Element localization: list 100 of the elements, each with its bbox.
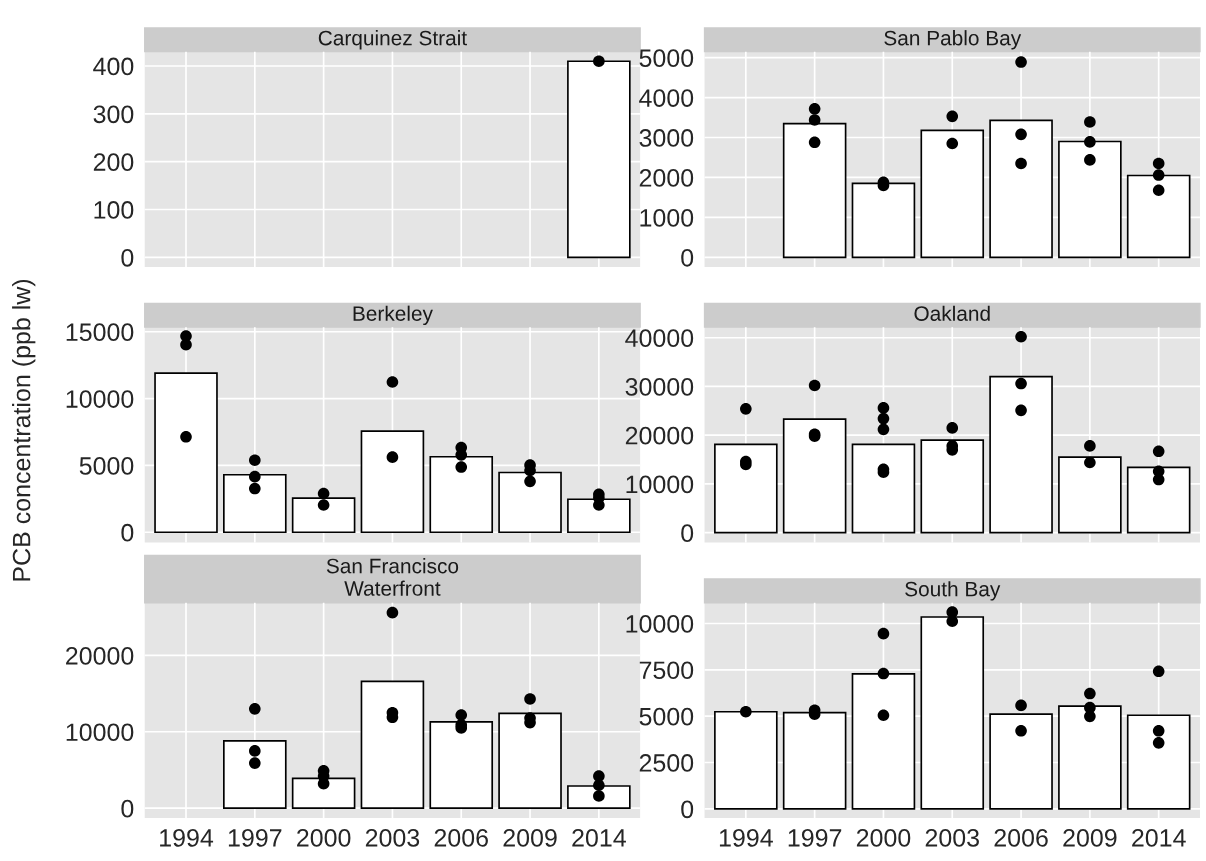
point (877, 412, 890, 425)
point (946, 110, 959, 123)
y-tick-label: 0 (681, 800, 694, 819)
y-tick-label: 4000 (639, 89, 694, 107)
y-tick-label: 20000 (66, 647, 134, 665)
point (808, 136, 821, 149)
point (455, 709, 468, 721)
y-tick-label: 7500 (639, 661, 694, 680)
point (740, 403, 752, 415)
point (1152, 157, 1165, 170)
y-tick-label: 100 (94, 201, 134, 219)
y-tick-label: 300 (93, 105, 134, 124)
point (1015, 330, 1027, 343)
x-tick-label: 2009 (503, 829, 557, 847)
point (1152, 445, 1165, 458)
y-tick-label: 10000 (66, 390, 134, 408)
y-tick-label: 5000 (79, 457, 134, 475)
point (877, 709, 890, 722)
point (593, 790, 605, 802)
point (877, 402, 890, 414)
point (249, 470, 261, 483)
y-axis-title: PCB concentration (ppb lw) (12, 279, 36, 581)
point (524, 693, 536, 705)
chart-title: San Pablo Bay (884, 30, 1022, 50)
point (1152, 737, 1165, 749)
y-tick-label: 3000 (639, 129, 694, 147)
y-tick-label: 2500 (639, 754, 694, 772)
x-tick-label: 1997 (228, 829, 282, 847)
y-tick-label: 200 (93, 153, 134, 171)
point (1015, 157, 1027, 170)
y-tick-label: 1000 (640, 208, 694, 227)
point (946, 422, 959, 434)
point (593, 779, 605, 792)
y-tick-label: 10000 (66, 723, 134, 742)
y-tick-label: 0 (121, 799, 134, 818)
point (386, 451, 399, 463)
y-tick-label: 5000 (639, 707, 694, 726)
point (1084, 687, 1096, 700)
point (877, 667, 890, 680)
x-tick-label: 2014 (1132, 829, 1186, 847)
point (249, 745, 261, 757)
point (1084, 154, 1096, 166)
y-tick-label: 0 (121, 523, 134, 542)
y-tick-label: 10000 (626, 475, 694, 494)
x-tick-label: 2003 (925, 829, 979, 847)
point (1152, 665, 1165, 678)
x-tick-label: 1994 (160, 829, 214, 847)
point (386, 376, 399, 388)
x-tick-label: 2003 (365, 829, 420, 847)
point (1084, 136, 1096, 148)
point (249, 757, 261, 769)
y-tick-label: 0 (121, 248, 134, 267)
chart-title: Berkeley (353, 305, 433, 326)
point (1084, 456, 1096, 469)
y-tick-label: 0 (681, 524, 694, 542)
point (249, 703, 261, 715)
point (249, 454, 261, 467)
point (877, 627, 890, 640)
point (1084, 116, 1096, 128)
point (808, 379, 821, 392)
y-tick-label: 10000 (626, 615, 694, 633)
x-tick-label: 2009 (1063, 829, 1117, 847)
point (1152, 184, 1165, 197)
y-tick-label: 15000 (66, 323, 134, 342)
point (808, 102, 821, 115)
chart-title: Carquinez Strait (318, 30, 467, 50)
point (877, 423, 890, 436)
y-tick-label: 400 (93, 57, 134, 76)
point (1015, 725, 1027, 737)
chart-title: Oakland (914, 305, 990, 321)
point (1015, 56, 1027, 68)
x-tick-label: 2006 (994, 829, 1048, 847)
x-tick-label: 1994 (719, 829, 773, 847)
x-tick-label: 2006 (434, 829, 488, 847)
y-tick-label: 20000 (625, 426, 694, 445)
point (808, 114, 821, 126)
point (1152, 725, 1165, 737)
point (524, 475, 536, 488)
chart-title: San Francisco Waterfront (326, 558, 459, 596)
x-tick-label: 1997 (788, 829, 842, 847)
y-tick-label: 40000 (625, 329, 694, 348)
point (946, 137, 959, 150)
point (455, 461, 468, 473)
point (1015, 128, 1027, 141)
point (386, 606, 399, 619)
x-tick-label: 2014 (572, 829, 626, 847)
y-tick-label: 0 (681, 248, 694, 267)
y-tick-label: 5000 (639, 49, 694, 67)
point (180, 431, 192, 443)
x-tick-label: 2000 (297, 829, 351, 847)
point (740, 705, 752, 718)
y-tick-label: 2000 (639, 169, 694, 187)
point (1152, 169, 1165, 181)
point (1015, 377, 1027, 390)
point (249, 482, 261, 495)
point (1084, 440, 1096, 452)
x-tick-label: 2000 (856, 829, 911, 847)
point (317, 499, 330, 511)
point (1015, 699, 1027, 712)
y-tick-label: 30000 (625, 378, 694, 396)
